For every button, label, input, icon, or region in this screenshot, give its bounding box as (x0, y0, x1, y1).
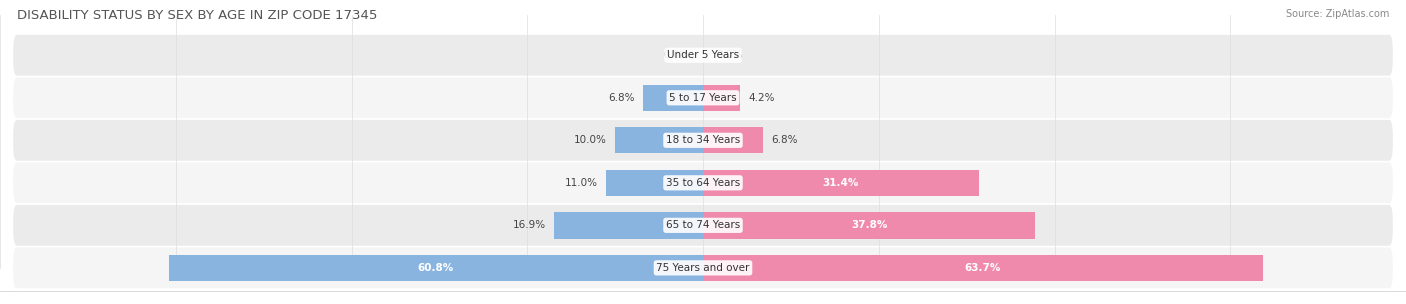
Bar (703, 255, 1263, 281)
Bar (644, 85, 703, 111)
Text: 16.9%: 16.9% (513, 220, 546, 230)
Bar (554, 212, 703, 239)
FancyBboxPatch shape (13, 162, 1393, 203)
Text: 6.8%: 6.8% (607, 93, 634, 103)
Bar (169, 255, 703, 281)
Text: 0.0%: 0.0% (716, 50, 742, 60)
Text: 65 to 74 Years: 65 to 74 Years (666, 220, 740, 230)
Text: 31.4%: 31.4% (823, 178, 859, 188)
Text: 63.7%: 63.7% (965, 263, 1001, 273)
Bar (703, 127, 762, 154)
FancyBboxPatch shape (13, 78, 1393, 118)
Text: 6.8%: 6.8% (772, 135, 799, 145)
Bar (616, 127, 703, 154)
Text: 37.8%: 37.8% (851, 220, 887, 230)
Text: 60.8%: 60.8% (418, 263, 454, 273)
Text: 10.0%: 10.0% (574, 135, 606, 145)
Text: DISABILITY STATUS BY SEX BY AGE IN ZIP CODE 17345: DISABILITY STATUS BY SEX BY AGE IN ZIP C… (17, 9, 377, 22)
Text: 35 to 64 Years: 35 to 64 Years (666, 178, 740, 188)
Text: 75 Years and over: 75 Years and over (657, 263, 749, 273)
Bar (606, 170, 703, 196)
Bar (703, 212, 1035, 239)
FancyBboxPatch shape (13, 120, 1393, 161)
Bar (703, 170, 979, 196)
Text: 5 to 17 Years: 5 to 17 Years (669, 93, 737, 103)
Text: Under 5 Years: Under 5 Years (666, 50, 740, 60)
Text: 18 to 34 Years: 18 to 34 Years (666, 135, 740, 145)
FancyBboxPatch shape (13, 35, 1393, 76)
Text: 4.2%: 4.2% (749, 93, 775, 103)
FancyBboxPatch shape (13, 205, 1393, 246)
FancyBboxPatch shape (13, 247, 1393, 288)
Bar (703, 85, 740, 111)
Text: Source: ZipAtlas.com: Source: ZipAtlas.com (1285, 9, 1389, 19)
Text: 11.0%: 11.0% (565, 178, 598, 188)
Text: 0.0%: 0.0% (664, 50, 690, 60)
